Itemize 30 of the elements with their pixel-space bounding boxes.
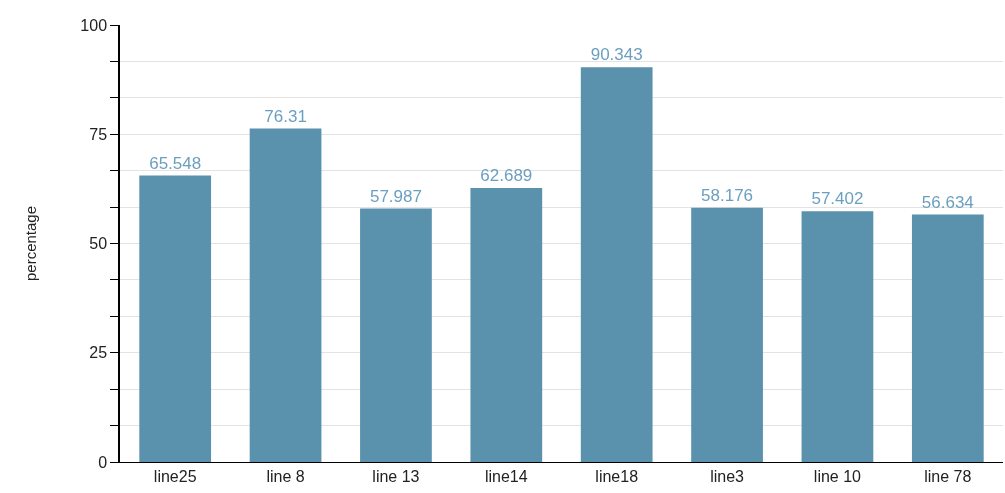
x-tick-label: line25 bbox=[153, 468, 197, 486]
bar bbox=[249, 128, 322, 462]
x-tick-label: line 78 bbox=[924, 468, 972, 486]
data-label: 58.176 bbox=[701, 185, 754, 205]
data-label: 62.689 bbox=[480, 166, 533, 186]
y-tick-label: 100 bbox=[80, 16, 108, 34]
bar bbox=[470, 188, 543, 462]
data-label: 90.343 bbox=[590, 45, 643, 65]
data-label: 57.402 bbox=[811, 189, 864, 209]
bar bbox=[360, 208, 432, 462]
x-tick-label: line14 bbox=[484, 468, 528, 486]
bar bbox=[580, 67, 653, 462]
data-label: 56.634 bbox=[921, 192, 974, 212]
y-axis-title: percentage bbox=[22, 205, 40, 282]
x-tick-label: line 13 bbox=[372, 468, 420, 486]
bar bbox=[139, 175, 212, 462]
x-tick-label: line3 bbox=[710, 468, 745, 486]
bar bbox=[801, 211, 874, 462]
bar bbox=[691, 207, 763, 462]
data-label: 57.987 bbox=[369, 186, 422, 206]
y-tick-label: 75 bbox=[89, 125, 108, 143]
y-tick-label: 0 bbox=[98, 453, 108, 471]
bar bbox=[911, 214, 984, 462]
x-tick-label: line 10 bbox=[813, 468, 862, 486]
y-tick-label: 25 bbox=[89, 344, 108, 362]
x-tick-label: line18 bbox=[595, 468, 639, 486]
x-tick-label: line 8 bbox=[266, 468, 305, 486]
y-tick-label: 50 bbox=[89, 235, 108, 253]
data-label: 65.548 bbox=[149, 153, 202, 173]
data-label: 76.31 bbox=[264, 106, 307, 126]
